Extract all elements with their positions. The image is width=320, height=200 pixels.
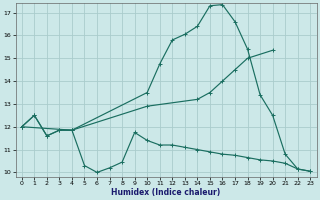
X-axis label: Humidex (Indice chaleur): Humidex (Indice chaleur): [111, 188, 221, 197]
